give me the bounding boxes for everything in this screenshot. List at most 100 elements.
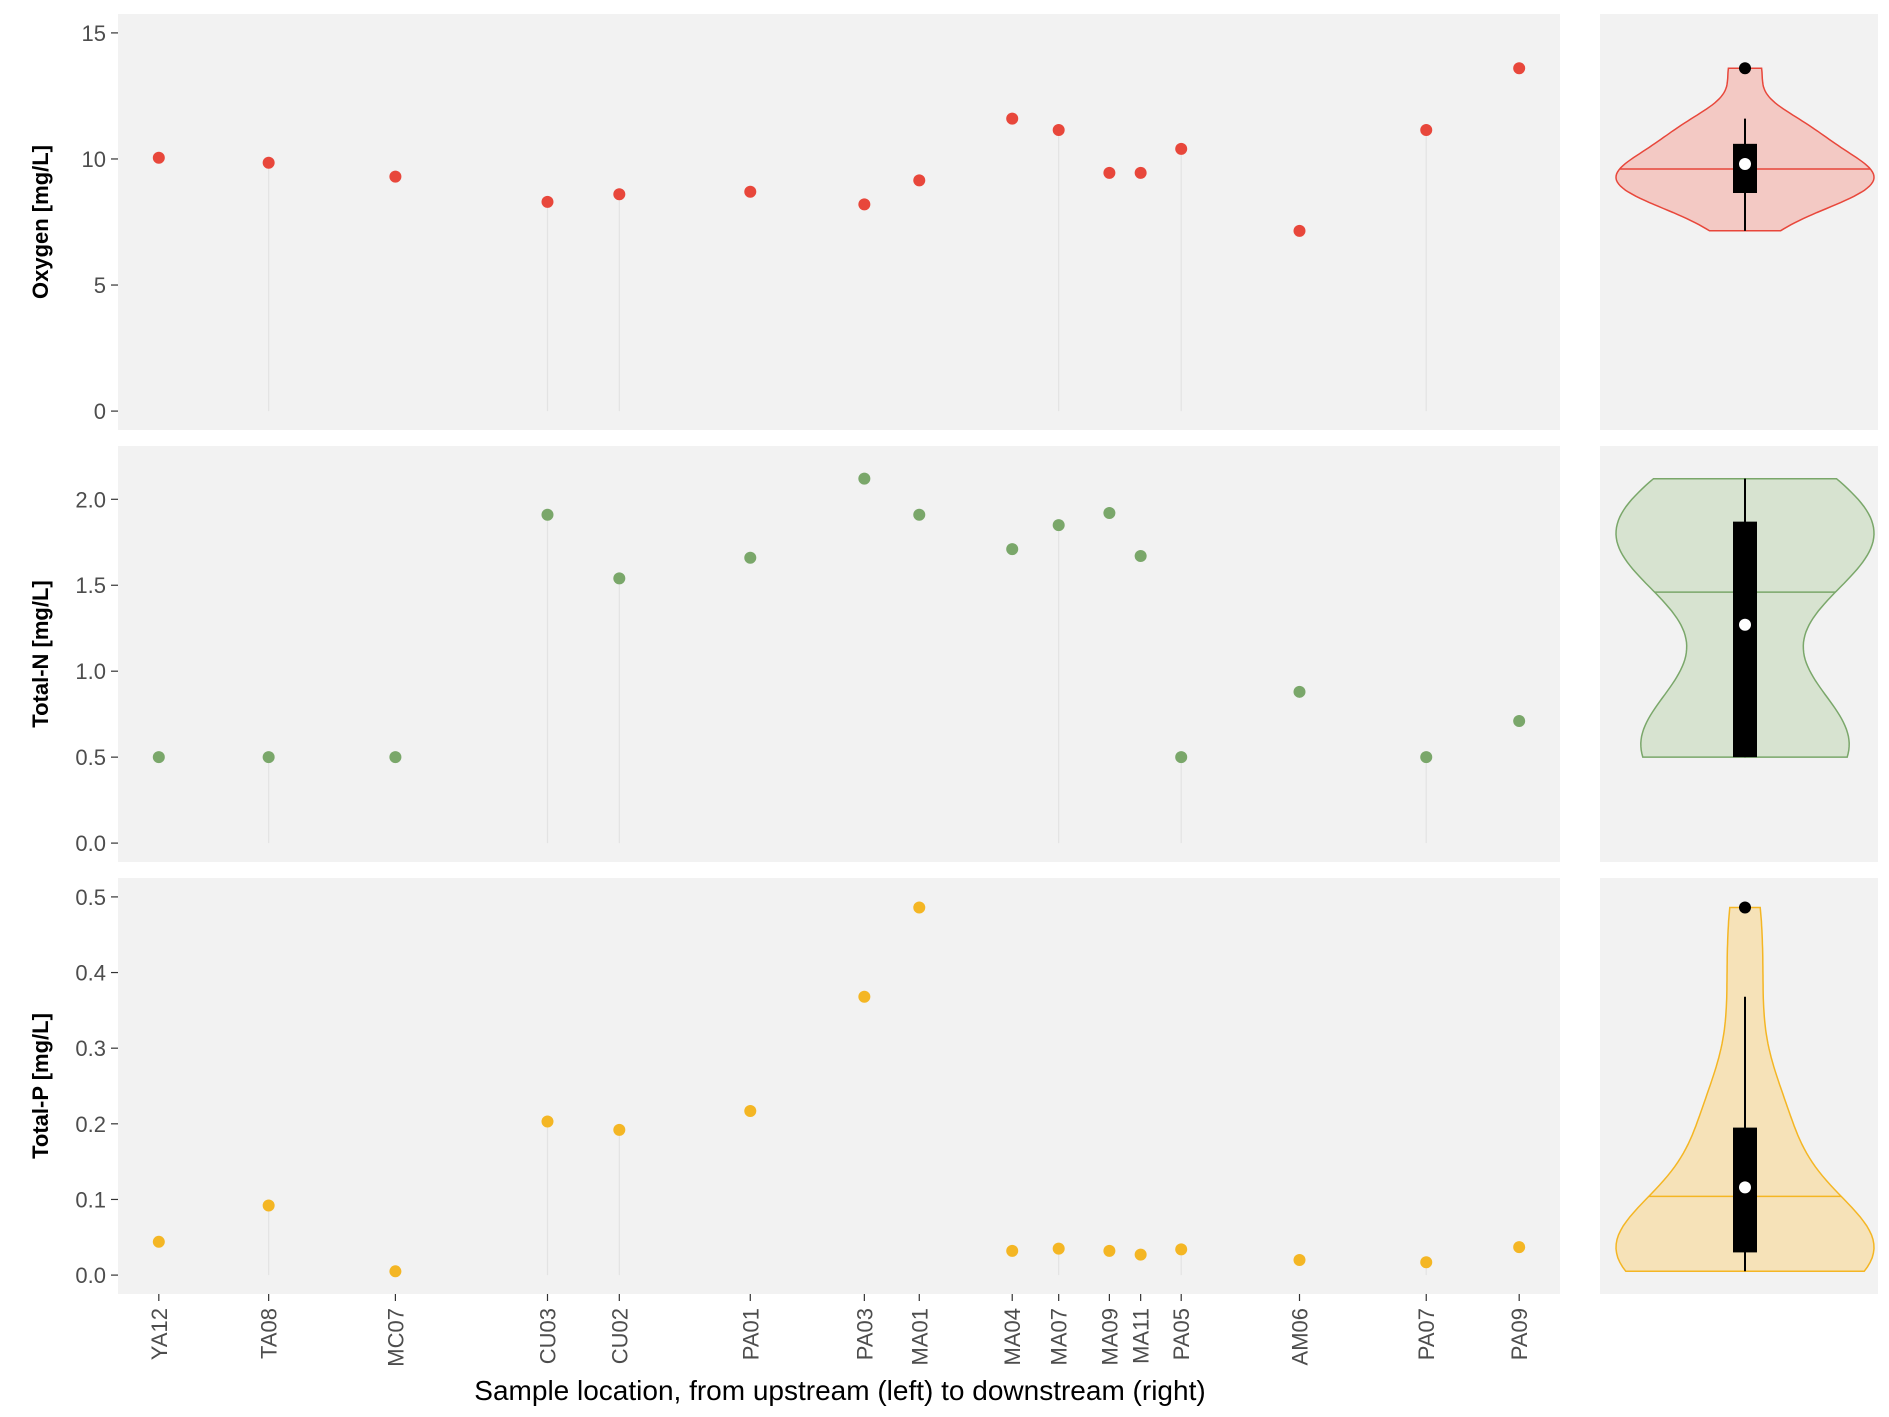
y-tick-label: 0.0 [75, 831, 106, 856]
data-point [152, 751, 165, 764]
data-point [541, 195, 554, 208]
x-tick-label: MA04 [1000, 1308, 1025, 1365]
data-point [744, 1104, 757, 1117]
data-point [1006, 1244, 1019, 1257]
data-point [913, 174, 926, 187]
data-point [262, 156, 275, 169]
data-point [1006, 112, 1019, 125]
data-point [858, 472, 871, 485]
x-axis-title: Sample location, from upstream (left) to… [474, 1375, 1205, 1406]
y-tick-label: 10 [82, 147, 106, 172]
y-axis-title: Oxygen [mg/L] [28, 145, 53, 299]
x-tick-label: MC07 [383, 1308, 408, 1367]
data-point [1006, 543, 1019, 556]
box-median-point [1739, 1181, 1751, 1194]
data-point [1103, 1244, 1116, 1257]
panel-1: 0 5 10 15 Oxygen [mg/L] [28, 14, 1560, 430]
y-tick-label: 2.0 [75, 487, 106, 512]
x-tick-label: MA09 [1097, 1308, 1122, 1365]
y-tick-label: 1.5 [75, 573, 106, 598]
data-point [389, 170, 402, 183]
x-tick-label: PA07 [1414, 1308, 1439, 1360]
data-point [262, 751, 275, 764]
data-point [613, 188, 626, 201]
data-point [1420, 1256, 1433, 1269]
data-point [389, 751, 402, 764]
data-point [1420, 751, 1433, 764]
data-point [1175, 751, 1188, 764]
y-tick-label: 0.5 [75, 745, 106, 770]
outlier-point [1739, 62, 1751, 75]
y-tick-label: 0 [94, 399, 106, 424]
box-iqr [1733, 521, 1757, 758]
x-tick-label: TA08 [257, 1308, 282, 1359]
panel-3: 0.0 0.1 0.2 0.3 0.4 0.5 Total-P [mg/L] [28, 878, 1560, 1294]
y-tick-label: 5 [94, 273, 106, 298]
data-point [541, 508, 554, 521]
data-point [1293, 685, 1306, 698]
x-axis: YA12 TA08 MC07 CU03 CU02 PA01 PA03 MA01 MA04 MA07… [147, 1294, 1532, 1367]
data-point [1134, 166, 1147, 179]
data-point [262, 1199, 275, 1212]
data-point [389, 1265, 402, 1278]
y-tick-label: 0.4 [75, 961, 106, 986]
data-point [913, 901, 926, 914]
data-point [1513, 62, 1526, 75]
x-tick-label: CU02 [607, 1308, 632, 1364]
x-tick-label: CU03 [535, 1308, 560, 1364]
data-point [1134, 1248, 1147, 1261]
y-tick-label: 1.0 [75, 659, 106, 684]
x-tick-label: MA07 [1047, 1308, 1072, 1365]
data-point [1103, 166, 1116, 179]
data-point [1420, 123, 1433, 136]
y-tick-label: 15 [82, 21, 106, 46]
data-point [1175, 142, 1188, 155]
x-tick-label: YA12 [147, 1308, 172, 1360]
data-point [744, 551, 757, 564]
y-tick-label: 0.5 [75, 885, 106, 910]
outlier-point [1739, 901, 1751, 914]
data-point [744, 185, 757, 198]
x-tick-label: MA01 [907, 1308, 932, 1365]
data-point [152, 151, 165, 164]
data-point [913, 508, 926, 521]
violin-panel-2 [1600, 446, 1878, 862]
x-tick-label: AM06 [1288, 1308, 1313, 1365]
data-point [1052, 519, 1065, 532]
box-median-point [1739, 618, 1751, 631]
data-point [1293, 1253, 1306, 1266]
y-tick-label: 0.3 [75, 1036, 106, 1061]
x-tick-label: MA11 [1129, 1308, 1154, 1364]
violin-panel-3 [1600, 878, 1878, 1294]
x-tick-label: PA09 [1507, 1308, 1532, 1360]
box-median-point [1739, 158, 1751, 171]
violin-panel-1 [1600, 14, 1878, 430]
x-tick-label: PA01 [738, 1308, 763, 1360]
violin-panels-layer [1600, 14, 1878, 1294]
panel-background [118, 446, 1560, 862]
data-point [613, 1123, 626, 1136]
data-point [541, 1115, 554, 1128]
panel-background [118, 878, 1560, 1294]
data-point [1052, 1242, 1065, 1255]
panels-layer: 0 5 10 15 Oxygen [mg/L] 0.0 0.5 1.0 1.5 2.0 Total-… [28, 14, 1560, 1294]
data-point [1103, 507, 1116, 520]
data-point [1513, 715, 1526, 728]
data-point [1134, 550, 1147, 563]
y-tick-label: 0.2 [75, 1112, 106, 1137]
y-tick-label: 0.0 [75, 1263, 106, 1288]
y-axis-title: Total-P [mg/L] [28, 1013, 53, 1159]
x-tick-label: PA03 [852, 1308, 877, 1360]
y-tick-label: 0.1 [75, 1187, 106, 1212]
data-point [1052, 123, 1065, 136]
data-point [858, 198, 871, 211]
data-point [1513, 1241, 1526, 1254]
data-point [152, 1235, 165, 1248]
panel-background [118, 14, 1560, 430]
data-point [613, 572, 626, 585]
y-axis-title: Total-N [mg/L] [28, 580, 53, 727]
data-point [1293, 224, 1306, 237]
data-point [1175, 1243, 1188, 1256]
data-point [858, 990, 871, 1003]
